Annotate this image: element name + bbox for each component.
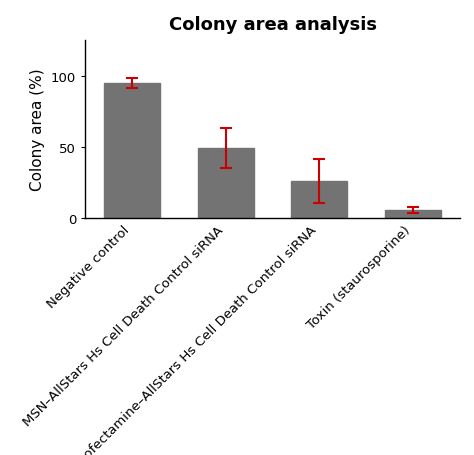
Bar (385, 211, 441, 218)
Bar (104, 84, 160, 218)
Bar (291, 182, 347, 218)
Bar (198, 149, 254, 218)
Title: Colony area analysis: Colony area analysis (169, 16, 376, 34)
Y-axis label: Colony area (%): Colony area (%) (30, 69, 46, 191)
